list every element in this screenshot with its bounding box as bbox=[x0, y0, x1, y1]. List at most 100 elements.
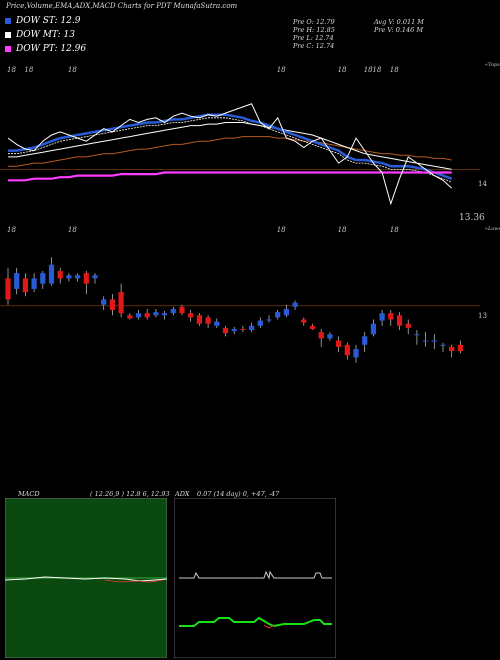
candle-down bbox=[396, 315, 403, 326]
price-date-mark: 18 bbox=[372, 66, 381, 74]
chart-title: Price,Volume,EMA,ADX,MACD Charts for PDT… bbox=[6, 2, 238, 10]
ema-mid-line bbox=[8, 122, 452, 170]
candle-up bbox=[266, 319, 272, 321]
candle-up bbox=[370, 323, 376, 335]
candle-up bbox=[48, 264, 55, 284]
price-date-mark: 18 bbox=[7, 66, 16, 74]
ema-long-line bbox=[8, 136, 452, 167]
candle-down bbox=[188, 313, 194, 318]
candle-down bbox=[318, 332, 324, 339]
adx-panel bbox=[174, 498, 336, 658]
candle-up bbox=[292, 302, 298, 307]
candle-up bbox=[231, 328, 237, 332]
candle-down bbox=[388, 313, 394, 320]
candle-up bbox=[431, 340, 437, 342]
candle-date-mark: 18 bbox=[68, 226, 77, 234]
ohlc-close: Pre C: 12.74 bbox=[293, 42, 335, 50]
legend-dow-pt: DOW PT: 12.96 bbox=[5, 43, 86, 55]
macd-panel bbox=[5, 498, 167, 658]
candle-up bbox=[170, 308, 176, 314]
candle-down bbox=[240, 328, 246, 331]
candle-up bbox=[249, 325, 255, 331]
candle-up bbox=[327, 334, 333, 339]
candle-down bbox=[196, 315, 202, 324]
price-lines-group bbox=[0, 103, 480, 206]
candle-down bbox=[449, 346, 455, 352]
candle-up bbox=[440, 344, 446, 346]
candle-down bbox=[127, 315, 133, 319]
close-price-line bbox=[7, 103, 453, 206]
candle-up bbox=[423, 340, 429, 342]
price-date-mark: 18 bbox=[24, 66, 33, 74]
price-date-mark: 18 bbox=[338, 66, 347, 74]
candle-down bbox=[118, 292, 124, 314]
candle-down bbox=[22, 278, 28, 293]
candle-up bbox=[162, 313, 168, 316]
candle-top-label: «Lows bbox=[485, 226, 500, 232]
candle-down bbox=[301, 319, 307, 323]
candle-down bbox=[179, 306, 185, 314]
price-axis-label-13-36: 13.36 bbox=[459, 213, 485, 223]
candle-up bbox=[214, 321, 220, 326]
candle-up bbox=[14, 273, 20, 289]
candle-down bbox=[57, 270, 63, 279]
price-date-mark: 18 bbox=[277, 66, 286, 74]
legend-dow-mt-label: DOW MT: 13 bbox=[16, 30, 75, 40]
candle-up bbox=[257, 320, 263, 326]
candle-date-mark: 18 bbox=[338, 226, 347, 234]
legend-swatch-st bbox=[5, 18, 11, 24]
candle-up bbox=[414, 334, 420, 336]
di-plus-line bbox=[179, 616, 332, 628]
macd-signal-line bbox=[104, 579, 164, 583]
candle-up bbox=[31, 278, 37, 289]
candle-down bbox=[5, 278, 11, 300]
ohlc-avg-volume: Avg V: 0.011 M bbox=[374, 18, 424, 26]
candle-date-mark: 18 bbox=[390, 226, 399, 234]
candle-up bbox=[275, 312, 281, 318]
legend-dow-st: DOW ST: 12.9 bbox=[5, 15, 81, 27]
legend-dow-mt: DOW MT: 13 bbox=[5, 29, 75, 41]
adx-line bbox=[179, 570, 332, 580]
candle-down bbox=[344, 344, 350, 356]
legend-swatch-pt bbox=[5, 46, 11, 52]
macd-line bbox=[5, 576, 167, 582]
candles-group bbox=[0, 257, 480, 363]
candle-date-mark: 18 bbox=[277, 226, 286, 234]
di-minus-line bbox=[263, 624, 275, 629]
dow-pt-line bbox=[8, 171, 452, 182]
price-date-mark: 18 bbox=[390, 66, 399, 74]
ema-short-shadow-line bbox=[8, 117, 452, 183]
candle-up bbox=[379, 313, 385, 321]
adx-values: 0.07 (14 day) 0, +47, -47 bbox=[197, 490, 280, 498]
candle-up bbox=[135, 313, 142, 318]
candle-down bbox=[405, 323, 411, 328]
candle-up bbox=[40, 273, 46, 284]
candle-up bbox=[283, 308, 289, 316]
candle-axis-label-13: 13 bbox=[478, 312, 487, 320]
ohlc-high: Pre H: 12.85 bbox=[293, 26, 335, 34]
ohlc-low: Pre L: 12.74 bbox=[293, 34, 334, 42]
candle-up bbox=[75, 275, 81, 279]
legend-dow-pt-label: DOW PT: 12.96 bbox=[16, 44, 87, 54]
candle-date-mark: 18 bbox=[7, 226, 16, 234]
candle-up bbox=[153, 312, 159, 316]
ohlc-prev-volume: Pre V: 0.146 M bbox=[374, 26, 424, 34]
price-date-mark: 18 bbox=[364, 66, 373, 74]
candle-down bbox=[205, 317, 211, 324]
candle-down bbox=[457, 344, 463, 352]
candle-down bbox=[309, 325, 316, 329]
candle-down bbox=[83, 273, 89, 284]
macd-values: ( 12.26,9 ) 12.8 6, 12.93 bbox=[90, 490, 170, 498]
candle-up bbox=[362, 336, 368, 345]
price-axis-label-14: 14 bbox=[478, 180, 487, 188]
legend-dow-st-label: DOW ST: 12.9 bbox=[16, 16, 81, 26]
candle-down bbox=[109, 299, 115, 310]
candle-down bbox=[336, 340, 342, 347]
candle-up bbox=[92, 275, 98, 279]
price-top-label: «Tops bbox=[485, 62, 500, 68]
legend-swatch-mt bbox=[5, 32, 11, 38]
price-date-mark: 18 bbox=[68, 66, 77, 74]
ohlc-open: Pre O: 12.79 bbox=[293, 18, 335, 26]
